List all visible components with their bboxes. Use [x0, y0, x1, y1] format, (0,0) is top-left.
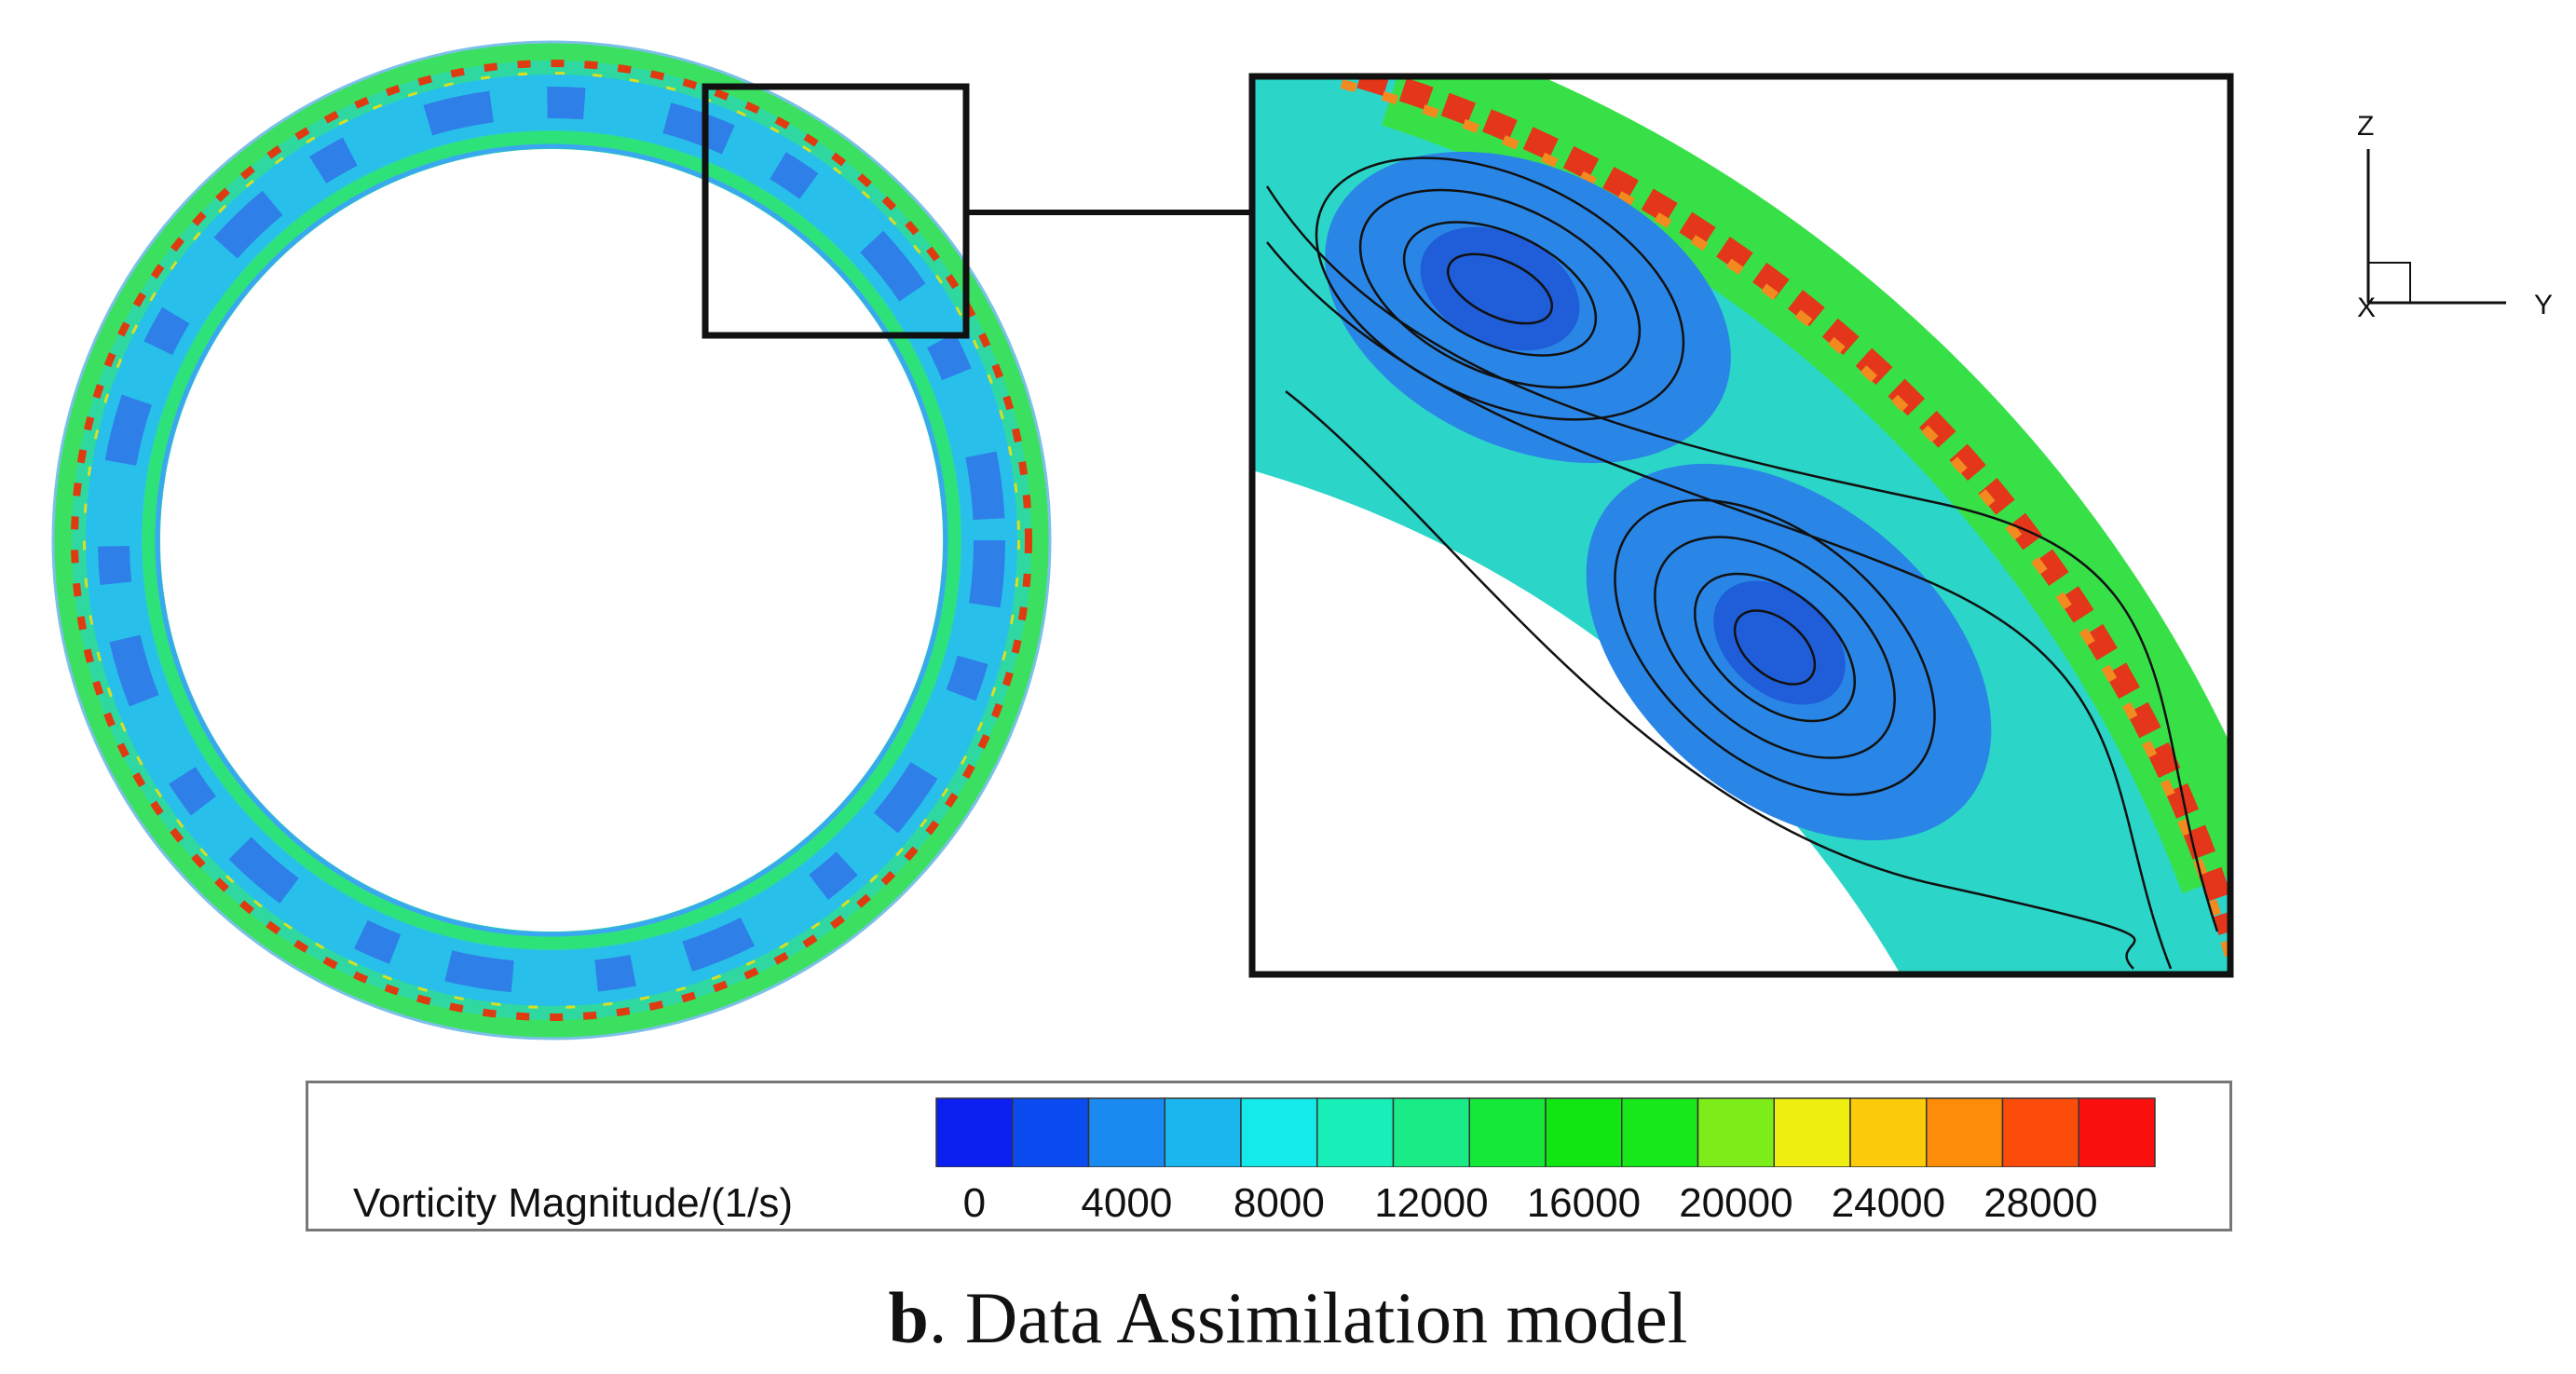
- colorbar-swatch-4: [1240, 1097, 1318, 1167]
- colorbar-swatch-15: [2078, 1097, 2156, 1167]
- colorbar-tick-label: 8000: [1233, 1180, 1325, 1226]
- colorbar-swatch-0: [935, 1097, 1014, 1167]
- colorbar-tick-label: 0: [962, 1180, 987, 1226]
- axis-triad: Z Y X: [2357, 111, 2553, 323]
- colorbar-tick-label: 16000: [1526, 1180, 1642, 1226]
- colorbar-swatch-12: [1849, 1097, 1928, 1167]
- colorbar-tick-label: 20000: [1679, 1180, 1793, 1226]
- colorbar-swatch-5: [1316, 1097, 1395, 1167]
- caption-text: . Data Assimilation model: [928, 1277, 1688, 1358]
- colorbar-swatch-2: [1087, 1097, 1165, 1167]
- annulus-outer-edge: [51, 40, 1052, 1041]
- axis-y-label: Y: [2534, 290, 2553, 320]
- colorbar-swatch-13: [1926, 1097, 2004, 1167]
- colorbar-legend: Vorticity Magnitude/(1/s) 0 4000 8000 12000…: [306, 1081, 2232, 1231]
- colorbar-title: Vorticity Magnitude/(1/s): [353, 1180, 793, 1226]
- axis-z-label: Z: [2357, 111, 2374, 142]
- axis-x-label: X: [2357, 292, 2376, 323]
- colorbar-swatch-8: [1545, 1097, 1623, 1167]
- colorbar: [935, 1097, 2156, 1167]
- colorbar-swatch-7: [1468, 1097, 1547, 1167]
- colorbar-tick-label: 4000: [1081, 1180, 1173, 1226]
- zoom-inset-frame: [1248, 73, 2234, 978]
- colorbar-tick-label: 28000: [1983, 1180, 2098, 1226]
- colorbar-swatch-3: [1164, 1097, 1242, 1167]
- colorbar-swatch-1: [1012, 1097, 1090, 1167]
- colorbar-swatch-9: [1621, 1097, 1699, 1167]
- colorbar-swatch-6: [1392, 1097, 1470, 1167]
- caption-letter: b: [888, 1277, 929, 1358]
- colorbar-tick-label: 24000: [1831, 1180, 1946, 1226]
- zoom-inset: [1252, 76, 2230, 974]
- annulus-contour: [34, 23, 1069, 1057]
- colorbar-swatch-14: [2001, 1097, 2079, 1167]
- figure-caption: b. Data Assimilation model: [0, 1276, 2576, 1360]
- colorbar-swatch-10: [1697, 1097, 1775, 1167]
- colorbar-tick-label: 12000: [1374, 1180, 1489, 1226]
- colorbar-swatch-11: [1773, 1097, 1851, 1167]
